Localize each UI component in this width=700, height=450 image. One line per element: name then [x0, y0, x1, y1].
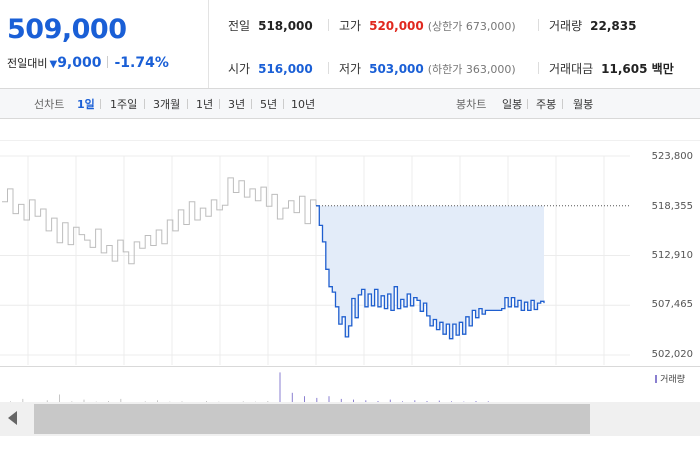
divider	[251, 99, 252, 109]
chart-scrollbar[interactable]	[0, 402, 700, 436]
volume-bar	[328, 396, 330, 403]
tab-3y[interactable]: 3년	[228, 98, 246, 111]
volume-bar	[291, 392, 293, 403]
change-label: 전일대비	[7, 57, 48, 70]
price-box: 509,000 전일대비 ▼9,000 -1.74%	[0, 0, 209, 88]
divider	[187, 99, 188, 109]
y-tick-label: 512,910	[651, 250, 693, 261]
volume-bar	[22, 398, 24, 403]
tab-3m[interactable]: 3개월	[153, 98, 181, 111]
stat-trade-value: 거래대금 11,605 백만	[549, 62, 674, 76]
price-chart-svg	[0, 139, 700, 365]
series-today	[316, 205, 545, 340]
y-tick-label: 507,465	[651, 299, 693, 310]
tab-1d[interactable]: 1일	[77, 98, 95, 111]
volume-bar	[389, 399, 391, 403]
tab-daily[interactable]: 일봉	[502, 98, 523, 111]
volume-bar	[316, 397, 318, 403]
divider	[219, 99, 220, 109]
quote-header: 509,000 전일대비 ▼9,000 -1.74% 전일 518,000 고가 520…	[0, 0, 700, 89]
volume-bar	[279, 372, 281, 403]
volume-chart-svg	[10, 372, 489, 403]
divider	[283, 99, 284, 109]
volume-bar	[304, 396, 305, 403]
change-amount: 9,000	[57, 55, 102, 71]
stat-low: 저가 503,000 (하한가 363,000)	[339, 62, 516, 76]
divider	[107, 56, 109, 68]
y-tick-label: 518,355	[651, 201, 693, 212]
y-tick-label: 523,800	[651, 151, 693, 162]
volume-swatch	[655, 375, 658, 383]
volume-bar	[46, 400, 48, 403]
stat-prev-close: 전일 518,000	[228, 19, 313, 33]
scroll-left-arrow-icon[interactable]	[8, 411, 17, 425]
volume-bar	[340, 398, 342, 403]
volume-legend: 거래량	[655, 372, 685, 385]
candle-chart-label: 봉차트	[456, 98, 487, 111]
tab-1w[interactable]: 1주일	[110, 98, 138, 111]
down-triangle-icon: ▼	[49, 59, 58, 70]
volume-bar	[59, 394, 60, 403]
tab-1y[interactable]: 1년	[196, 98, 214, 111]
volume-panel	[0, 366, 700, 403]
current-price: 509,000	[7, 14, 127, 45]
divider	[328, 19, 329, 31]
price-change: 전일대비 ▼9,000 -1.74%	[7, 55, 169, 71]
divider	[562, 99, 563, 109]
stat-high: 고가 520,000 (상한가 673,000)	[339, 19, 516, 33]
divider	[538, 19, 539, 31]
tab-5y[interactable]: 5년	[260, 98, 278, 111]
tab-weekly[interactable]: 주봉	[536, 98, 557, 111]
volume-bar	[353, 399, 354, 403]
stat-open: 시가 516,000	[228, 62, 313, 76]
price-chart	[0, 139, 700, 370]
divider	[538, 62, 539, 74]
scrollbar-thumb[interactable]	[34, 404, 590, 434]
divider	[328, 62, 329, 74]
divider	[527, 99, 528, 109]
change-percent: -1.74%	[114, 55, 169, 71]
volume-bar	[83, 399, 85, 403]
volume-bar	[414, 400, 416, 403]
divider	[144, 99, 145, 109]
divider	[100, 99, 101, 109]
tab-monthly[interactable]: 월봉	[573, 98, 594, 111]
volume-bar	[120, 398, 122, 403]
y-tick-label: 502,020	[651, 349, 693, 360]
volume-bar	[438, 400, 440, 403]
volume-bar	[365, 400, 367, 403]
tab-10y[interactable]: 10년	[291, 98, 316, 111]
stat-volume: 거래량 22,835	[549, 19, 637, 33]
chart-period-tabs: 선차트 1일 1주일 3개월 1년 3년 5년 10년 봉차트 일봉 주봉 월봉	[0, 89, 700, 119]
volume-bar	[157, 400, 158, 403]
line-chart-label: 선차트	[34, 98, 65, 111]
series-previous-day	[2, 177, 317, 265]
